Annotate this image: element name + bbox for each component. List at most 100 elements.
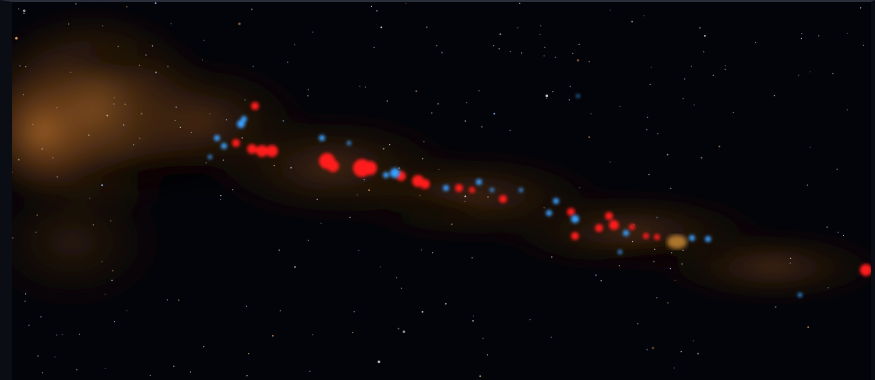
blue-marker (519, 188, 523, 192)
star (632, 240, 634, 243)
star (682, 98, 684, 100)
star (111, 269, 114, 272)
star (250, 8, 253, 11)
star (368, 189, 370, 192)
star (89, 197, 91, 199)
star (809, 71, 811, 73)
blue-marker (390, 168, 400, 178)
star (482, 337, 484, 339)
star (421, 311, 424, 313)
star (76, 369, 78, 371)
star (579, 187, 581, 189)
star (12, 171, 13, 173)
red-marker (499, 195, 507, 203)
star (25, 293, 27, 295)
star (842, 234, 845, 237)
star (704, 35, 706, 37)
milky-way-view (12, 2, 871, 380)
star (846, 109, 848, 111)
star (699, 27, 701, 29)
star (398, 167, 401, 170)
star (493, 45, 495, 47)
star (595, 274, 597, 276)
star (312, 334, 314, 336)
star (126, 6, 128, 8)
blue-marker (208, 155, 212, 159)
star (245, 305, 248, 307)
star (113, 103, 115, 105)
star (78, 333, 81, 335)
star (774, 306, 777, 308)
star (389, 144, 391, 146)
star (22, 9, 26, 13)
star (145, 54, 147, 56)
star (568, 99, 570, 101)
star (25, 66, 27, 68)
star (312, 31, 314, 33)
star (140, 112, 143, 115)
star (287, 61, 289, 63)
star (426, 26, 428, 28)
star (700, 156, 703, 159)
star (405, 2, 407, 4)
red-marker (860, 264, 871, 276)
star (377, 360, 381, 364)
star (682, 249, 684, 252)
star (111, 279, 113, 281)
red-marker (567, 208, 575, 216)
star (123, 124, 125, 126)
star (422, 158, 424, 160)
star (836, 168, 838, 170)
star (471, 257, 473, 259)
star (590, 113, 592, 115)
star (205, 162, 207, 164)
star (356, 194, 358, 196)
star (649, 83, 651, 85)
star (619, 105, 621, 108)
star (673, 367, 675, 369)
blue-marker (443, 185, 449, 191)
star (818, 35, 820, 37)
blue-marker (490, 188, 494, 192)
star (609, 161, 611, 163)
star (826, 226, 828, 228)
star (309, 370, 311, 372)
blue-marker (553, 198, 559, 204)
star (509, 50, 511, 53)
star (543, 55, 545, 57)
star (353, 311, 355, 313)
star (827, 287, 829, 289)
star (225, 119, 228, 121)
star (238, 22, 241, 26)
star (539, 33, 541, 35)
red-marker (654, 234, 660, 240)
star (56, 176, 58, 178)
star (487, 196, 489, 198)
star (106, 114, 109, 117)
star (201, 59, 204, 61)
star (307, 89, 309, 91)
star (807, 326, 810, 329)
star (40, 316, 42, 318)
star (862, 44, 865, 46)
blue-marker (618, 250, 622, 254)
star (41, 148, 43, 150)
star (578, 43, 580, 46)
blue-marker (798, 293, 802, 297)
star (437, 103, 439, 105)
star (307, 239, 309, 241)
star (166, 299, 168, 301)
star (521, 52, 523, 54)
star (244, 99, 246, 101)
star (32, 123, 34, 125)
star (712, 74, 714, 76)
star (438, 168, 440, 171)
star (519, 2, 521, 4)
star (690, 65, 692, 67)
red-marker (595, 224, 603, 232)
star (498, 48, 500, 50)
star (174, 119, 176, 122)
star (637, 323, 639, 325)
star (126, 310, 128, 312)
